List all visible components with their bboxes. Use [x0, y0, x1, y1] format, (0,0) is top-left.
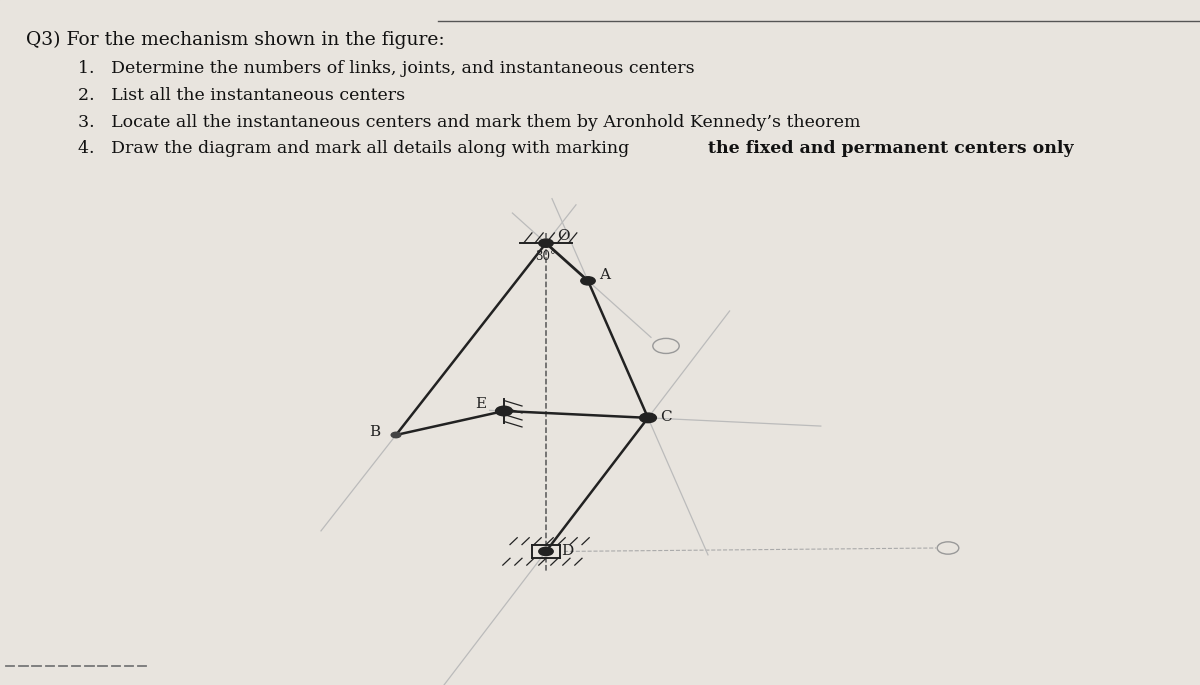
Text: the fixed and permanent centers only: the fixed and permanent centers only: [708, 140, 1074, 158]
Circle shape: [391, 432, 401, 438]
Text: Q3) For the mechanism shown in the figure:: Q3) For the mechanism shown in the figur…: [26, 31, 445, 49]
Text: D: D: [562, 544, 574, 558]
Text: 3.   Locate all the instantaneous centers and mark them by Aronhold Kennedy’s th: 3. Locate all the instantaneous centers …: [78, 114, 860, 131]
Text: 4.   Draw the diagram and mark all details along with marking: 4. Draw the diagram and mark all details…: [78, 140, 635, 158]
Text: 2.   List all the instantaneous centers: 2. List all the instantaneous centers: [78, 87, 406, 104]
Text: B: B: [370, 425, 380, 439]
Text: A: A: [599, 269, 610, 282]
Circle shape: [539, 547, 553, 556]
Circle shape: [539, 239, 553, 247]
Text: 30°: 30°: [535, 250, 556, 263]
Text: C: C: [660, 410, 672, 423]
Text: E: E: [475, 397, 486, 411]
Circle shape: [640, 413, 656, 423]
Circle shape: [496, 406, 512, 416]
Circle shape: [581, 277, 595, 285]
Text: 1.   Determine the numbers of links, joints, and instantaneous centers: 1. Determine the numbers of links, joint…: [78, 60, 695, 77]
Text: O: O: [557, 229, 570, 243]
